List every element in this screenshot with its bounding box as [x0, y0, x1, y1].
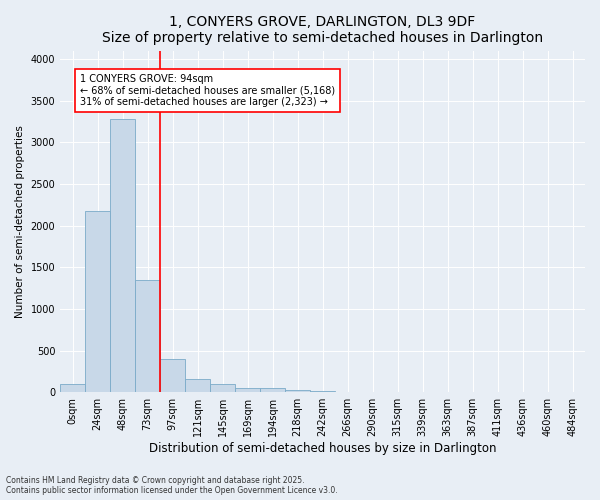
Bar: [85, 210, 110, 392]
Title: 1, CONYERS GROVE, DARLINGTON, DL3 9DF
Size of property relative to semi-detached: 1, CONYERS GROVE, DARLINGTON, DL3 9DF Si…: [102, 15, 543, 45]
Bar: [260, 388, 285, 392]
Bar: [285, 390, 310, 392]
Bar: [235, 388, 260, 392]
Y-axis label: Number of semi-detached properties: Number of semi-detached properties: [15, 125, 25, 318]
Bar: [310, 390, 335, 392]
Bar: [210, 384, 235, 392]
Bar: [135, 280, 160, 392]
Text: Contains HM Land Registry data © Crown copyright and database right 2025.
Contai: Contains HM Land Registry data © Crown c…: [6, 476, 338, 495]
Bar: [160, 359, 185, 392]
Bar: [60, 384, 85, 392]
Text: 1 CONYERS GROVE: 94sqm
← 68% of semi-detached houses are smaller (5,168)
31% of : 1 CONYERS GROVE: 94sqm ← 68% of semi-det…: [80, 74, 335, 107]
X-axis label: Distribution of semi-detached houses by size in Darlington: Distribution of semi-detached houses by …: [149, 442, 496, 455]
Bar: [110, 119, 135, 392]
Bar: [185, 380, 210, 392]
